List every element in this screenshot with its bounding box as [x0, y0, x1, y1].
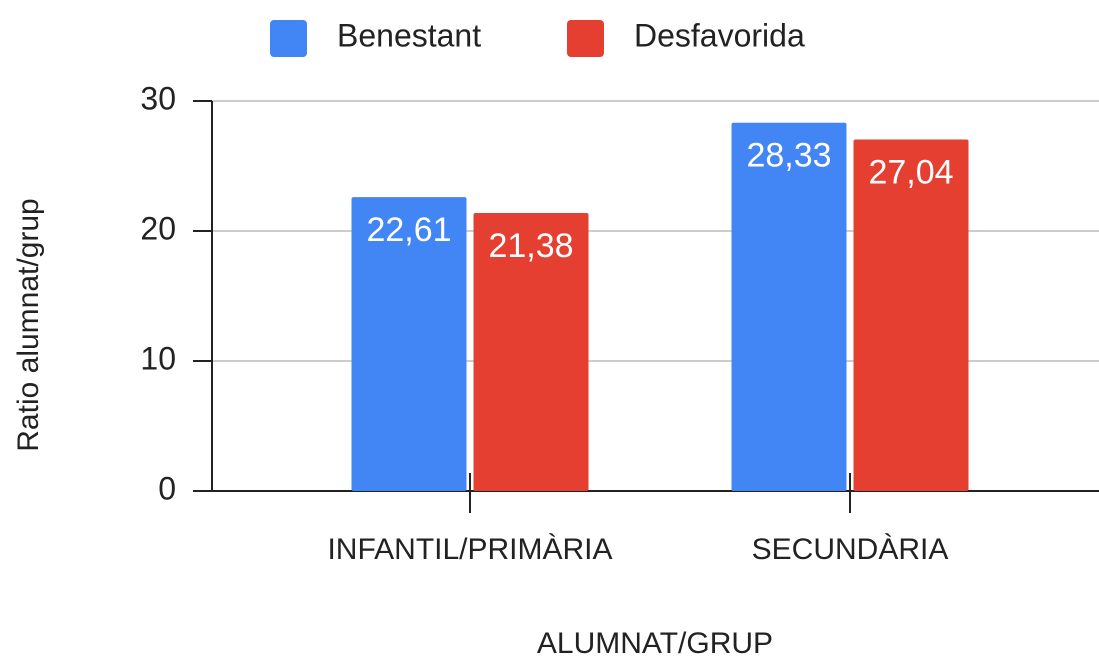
bar: [853, 139, 969, 492]
x-axis-title: ALUMNAT/GRUP: [537, 627, 773, 660]
bar: [473, 213, 589, 491]
legend-label: Desfavorida: [634, 17, 805, 53]
x-tick-label: INFANTIL/PRIMÀRIA: [327, 533, 612, 566]
x-tick-label: SECUNDÀRIA: [752, 533, 949, 566]
y-tick-label: 0: [158, 470, 176, 506]
y-tick-label: 30: [140, 80, 176, 116]
y-tick-label: 20: [140, 210, 176, 246]
bar: [351, 197, 467, 491]
value-label: 27,04: [868, 153, 953, 191]
legend-swatch: [270, 20, 307, 57]
value-label: 28,33: [746, 137, 831, 175]
y-axis-title: Ratio alumnat/grup: [12, 198, 45, 451]
bar: [731, 122, 847, 492]
value-label: 21,38: [488, 227, 573, 265]
legend-swatch: [567, 20, 604, 57]
value-label: 22,61: [366, 211, 451, 249]
y-tick-label: 10: [140, 340, 176, 376]
legend-label: Benestant: [337, 17, 481, 53]
